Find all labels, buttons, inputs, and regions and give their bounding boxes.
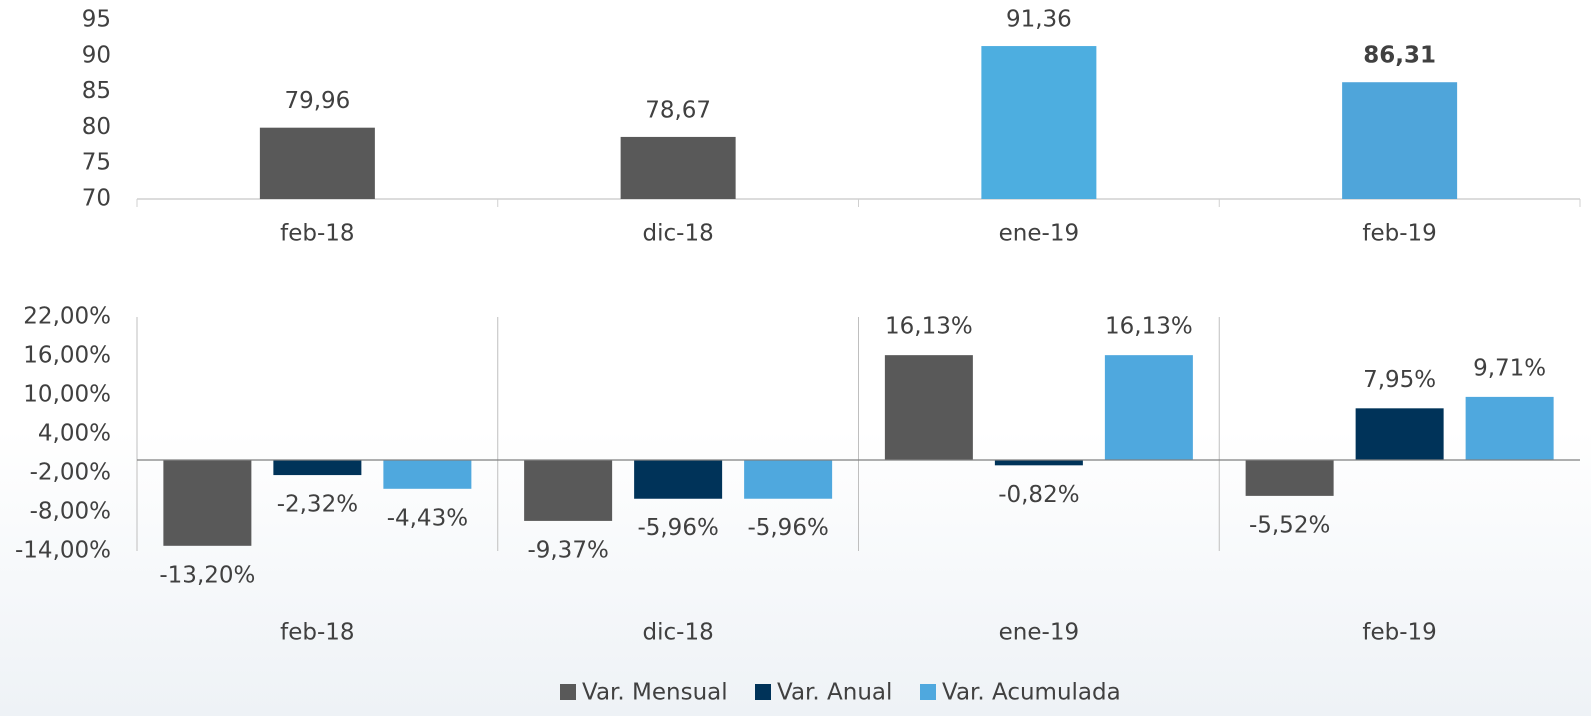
data-label: 16,13% — [885, 314, 973, 340]
data-label: 91,36 — [1006, 7, 1072, 33]
data-label: 79,96 — [284, 88, 350, 114]
bar — [994, 460, 1083, 466]
bar — [981, 46, 1097, 199]
bar — [744, 460, 833, 499]
bar — [259, 127, 375, 199]
y-tick-label: -2,00% — [30, 460, 111, 486]
legend-label: Var. Mensual — [582, 680, 728, 706]
y-tick-label: 10,00% — [23, 382, 111, 408]
y-tick-label: 16,00% — [23, 343, 111, 369]
data-label: -5,96% — [637, 515, 718, 541]
bar — [1104, 355, 1193, 460]
y-tick-label: -8,00% — [30, 499, 111, 525]
x-tick-label: feb-19 — [1362, 221, 1436, 247]
bar — [1465, 396, 1554, 460]
legend-swatch — [755, 684, 771, 700]
legend-label: Var. Acumulada — [942, 680, 1121, 706]
data-label: -9,37% — [527, 537, 608, 563]
y-tick-label: 22,00% — [23, 304, 111, 330]
x-tick-label: dic-18 — [643, 221, 714, 247]
data-label: -5,52% — [1249, 512, 1330, 538]
bar — [1342, 82, 1458, 199]
bar — [273, 460, 362, 476]
data-label: -0,82% — [998, 482, 1079, 508]
bar — [884, 355, 973, 460]
legend-swatch — [560, 684, 576, 700]
bar — [524, 460, 613, 521]
data-label: 7,95% — [1363, 367, 1436, 393]
x-tick-label: ene-19 — [999, 620, 1079, 646]
x-tick-label: feb-19 — [1362, 620, 1436, 646]
data-label: -5,96% — [747, 515, 828, 541]
y-tick-label: 4,00% — [38, 421, 111, 447]
y-tick-label: 75 — [82, 150, 111, 176]
y-tick-label: 90 — [82, 42, 111, 68]
y-tick-label: 70 — [82, 186, 111, 212]
bar — [1355, 408, 1444, 460]
legend-swatch — [920, 684, 936, 700]
data-label: 78,67 — [645, 97, 711, 123]
y-tick-label: 95 — [82, 7, 111, 33]
bar — [383, 460, 472, 489]
data-label: -13,20% — [159, 562, 255, 588]
y-tick-label: 80 — [82, 114, 111, 140]
data-label: 16,13% — [1105, 314, 1193, 340]
x-tick-label: ene-19 — [999, 221, 1079, 247]
x-tick-label: dic-18 — [643, 620, 714, 646]
bar — [620, 136, 736, 199]
legend-label: Var. Anual — [777, 680, 892, 706]
y-tick-label: 85 — [82, 78, 111, 104]
bar — [163, 460, 252, 546]
data-label: 9,71% — [1473, 355, 1546, 381]
data-label: -4,43% — [387, 505, 468, 531]
bar — [634, 460, 723, 499]
data-label: 86,31 — [1363, 43, 1436, 69]
x-tick-label: feb-18 — [280, 221, 354, 247]
x-tick-label: feb-18 — [280, 620, 354, 646]
bar — [1245, 460, 1334, 496]
y-tick-label: -14,00% — [15, 538, 111, 564]
data-label: -2,32% — [277, 492, 358, 518]
